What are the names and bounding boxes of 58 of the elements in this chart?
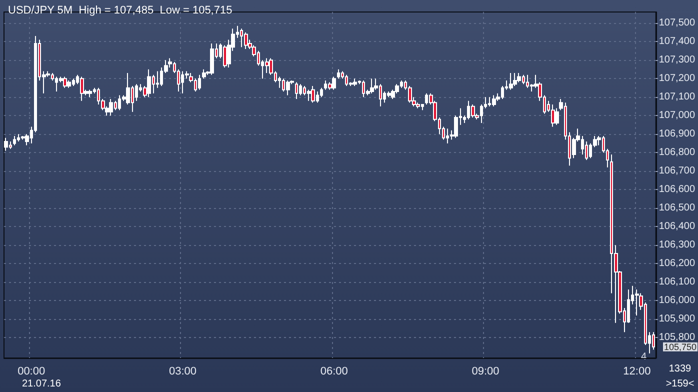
y-tick-label: 107,300 [658,54,696,66]
candlestick [652,332,655,350]
candlestick [109,98,113,116]
candlestick [337,68,340,80]
y-tick-label: 106,000 [658,295,696,306]
y-tick-label: 106,300 [658,240,696,251]
candlestick [286,80,290,96]
y-tick-label: 106,700 [658,166,696,177]
candlestick [67,80,71,88]
y-tick-label: 106,100 [658,276,696,288]
candlestick [492,94,496,107]
chart-title: USD/JPY 5M High = 107,485 Low = 105,715 [8,4,232,16]
x-tick-label: 06:00 [320,366,348,378]
candlestick [551,104,555,128]
y-tick-label: 107,000 [658,110,696,122]
x-tick-label: 03:00 [168,366,196,378]
candlestick [635,289,639,316]
y-tick-label: 106,900 [658,128,696,140]
y-tick-label: 106,600 [658,184,696,196]
candlestick [471,104,475,118]
candlestick [513,72,517,87]
y-tick-label: 106,500 [658,202,696,214]
y-tick-label: 107,200 [658,73,696,84]
candlestick [307,89,311,102]
candlestick [299,84,302,96]
text: 21.07.16 [22,378,62,390]
candlestick [80,76,84,102]
candlestick [353,78,357,87]
y-tick-label: 107,500 [658,18,696,29]
candlestick [311,86,315,104]
candlestick [332,76,336,90]
candlestick [210,42,214,76]
candlestick [295,82,298,100]
candlestick [555,108,559,126]
y-tick-label: 105,900 [658,314,696,325]
candlestick [198,74,201,90]
y-tick-label: 106,400 [658,221,696,232]
candlestick [63,76,67,88]
text: 105,750 [664,342,697,352]
candlestick [4,137,8,152]
y-tick-label: 107,100 [658,92,696,103]
y-tick-label: 105,800 [658,332,696,344]
candlestick [147,68,151,98]
candlestick [517,72,521,83]
text: >159< [666,378,694,390]
y-tick-label: 107,400 [658,36,696,48]
y-tick-label: 106,800 [658,147,696,158]
candlestick [88,89,92,98]
x-tick-label: 12:00 [623,366,651,378]
x-tick-label: 00:00 [18,366,46,378]
candlestick [244,32,248,50]
candlestick [202,68,206,80]
candlestick [509,72,513,90]
y-tick-label: 106,200 [658,258,696,270]
x-tick-label: 09:00 [472,366,500,378]
candlestick [13,135,16,146]
text: 1339 [668,364,692,374]
candlestick [370,78,374,94]
